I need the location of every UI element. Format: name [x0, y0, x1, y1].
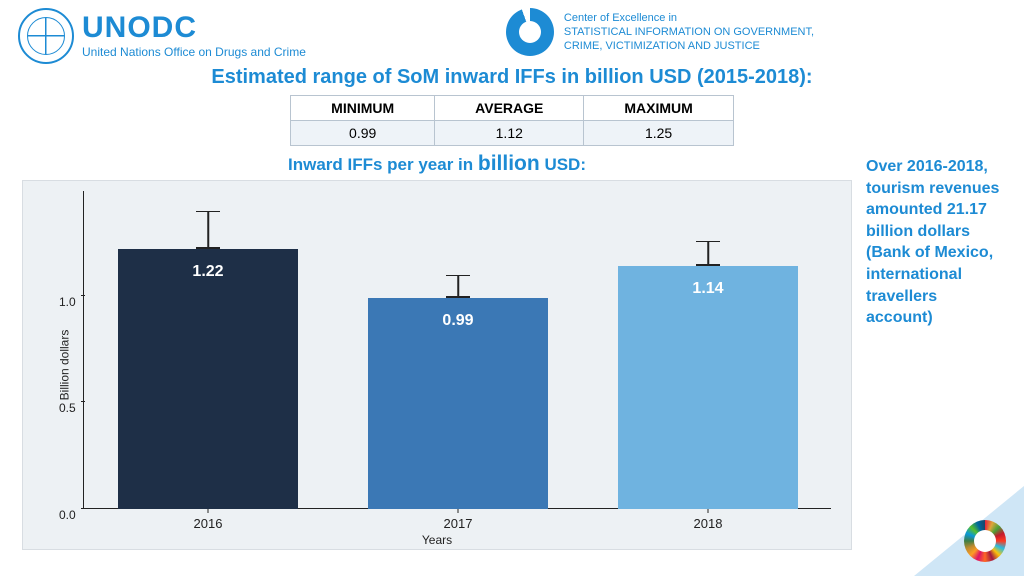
summary-table: MINIMUM AVERAGE MAXIMUM 0.99 1.12 1.25 [290, 95, 734, 146]
bar-value-label: 1.14 [618, 280, 798, 298]
bar-2018: 1.14 [618, 266, 798, 509]
col-min: MINIMUM [291, 96, 435, 121]
unodc-subtitle: United Nations Office on Drugs and Crime [82, 45, 306, 59]
cell-max: 1.25 [584, 121, 733, 146]
col-avg: AVERAGE [435, 96, 584, 121]
bar-2017: 0.99 [368, 298, 548, 509]
coe-logo-block: Center of Excellence in STATISTICAL INFO… [506, 8, 814, 56]
x-tick-label: 2018 [694, 516, 723, 531]
coe-line2: STATISTICAL INFORMATION ON GOVERNMENT, [564, 25, 814, 39]
y-tick-label: 1.0 [59, 295, 76, 309]
x-tick-label: 2017 [444, 516, 473, 531]
col-max: MAXIMUM [584, 96, 733, 121]
page-title: Estimated range of SoM inward IFFs in bi… [0, 66, 1024, 89]
coe-circle-icon [506, 8, 554, 56]
bar-value-label: 1.22 [118, 263, 298, 281]
y-axis-label: Billion dollars [57, 330, 71, 401]
chart-title-pre: Inward IFFs per year in [288, 155, 478, 174]
chart-title: Inward IFFs per year in billion USD: [22, 152, 852, 176]
coe-line3: CRIME, VICTIMIZATION AND JUSTICE [564, 39, 814, 53]
bar-value-label: 0.99 [368, 312, 548, 330]
coe-line1: Center of Excellence in [564, 11, 814, 25]
side-note: Over 2016-2018, tourism revenues amounte… [866, 156, 1006, 329]
chart-area: Billion dollars Years 1.2220160.9920171.… [22, 180, 852, 550]
x-axis-label: Years [422, 533, 452, 547]
unodc-title: UNODC [82, 13, 306, 43]
un-emblem-icon [18, 8, 74, 64]
plot-region: 1.2220160.9920171.142018 [83, 191, 831, 509]
unodc-logo-block: UNODC United Nations Office on Drugs and… [18, 8, 306, 64]
chart-title-big: billion [478, 152, 540, 175]
cell-min: 0.99 [291, 121, 435, 146]
sdg-wheel-icon [964, 520, 1006, 562]
chart-title-post: USD: [540, 155, 586, 174]
x-tick-label: 2016 [194, 516, 223, 531]
table-row: MINIMUM AVERAGE MAXIMUM [291, 96, 734, 121]
table-row: 0.99 1.12 1.25 [291, 121, 734, 146]
cell-avg: 1.12 [435, 121, 584, 146]
y-tick-label: 0.0 [59, 508, 76, 522]
y-tick-label: 0.5 [59, 401, 76, 415]
header: UNODC United Nations Office on Drugs and… [0, 0, 1024, 64]
chart-container: Inward IFFs per year in billion USD: Bil… [22, 152, 852, 550]
bar-2016: 1.22 [118, 249, 298, 509]
